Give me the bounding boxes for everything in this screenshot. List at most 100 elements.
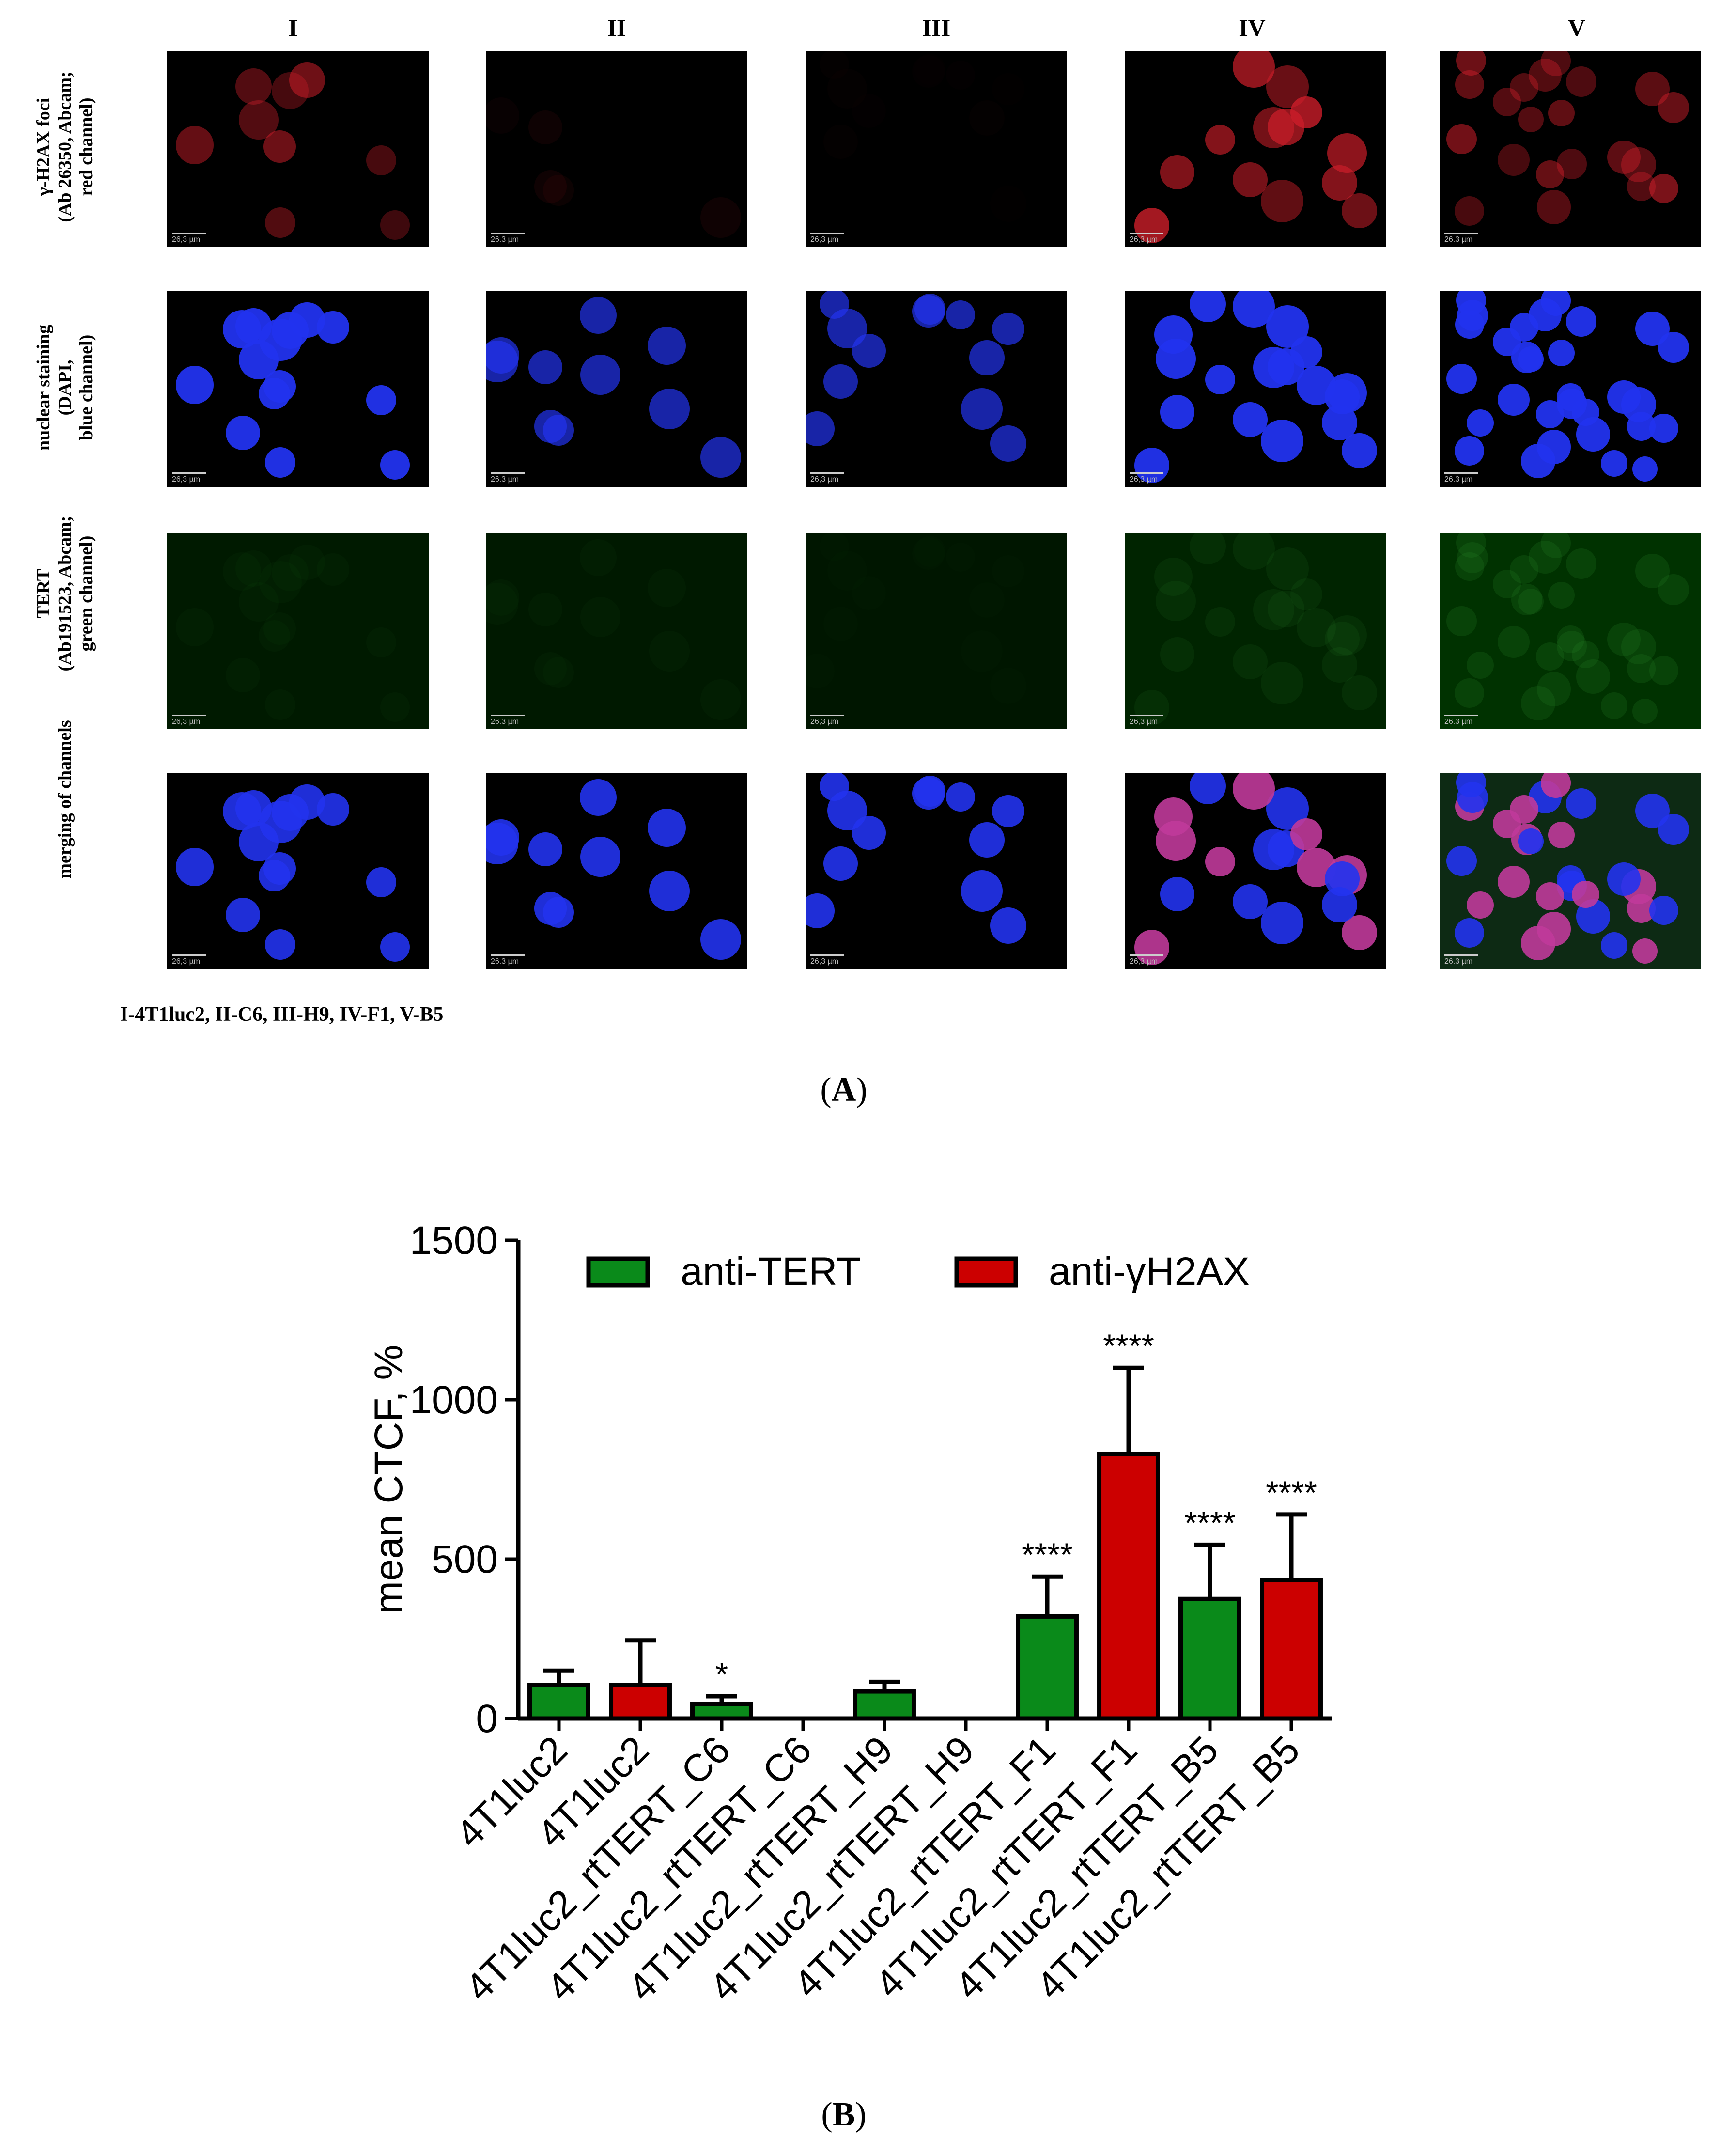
nucleus (1600, 692, 1627, 719)
nucleus (1518, 828, 1544, 854)
nucleus (542, 897, 574, 928)
nucleus (580, 597, 621, 638)
nucleus (1205, 607, 1235, 637)
bar (1260, 1578, 1323, 1721)
nucleus (945, 782, 975, 812)
nucleus (1649, 656, 1678, 685)
scale-bar-label: 26.3 µm (1444, 472, 1479, 484)
nucleus (225, 897, 261, 933)
nucleus (1205, 846, 1235, 877)
nucleus (648, 808, 686, 847)
nucleus (1497, 865, 1530, 898)
nucleus (258, 859, 290, 892)
nucleus (1297, 608, 1336, 648)
nucleus (649, 389, 690, 430)
nucleus (961, 630, 1003, 672)
nucleus (992, 312, 1024, 345)
y-tick-label: 0 (476, 1697, 498, 1741)
nucleus (912, 295, 945, 328)
nucleus (1233, 402, 1268, 437)
nucleus (1156, 580, 1196, 622)
nucleus (1233, 644, 1268, 679)
y-axis-label: mean CTCF, % (367, 1345, 411, 1614)
nucleus (1160, 394, 1194, 429)
nucleus (235, 308, 272, 345)
nucleus (223, 552, 262, 591)
nucleus (258, 620, 290, 652)
nucleus (1556, 149, 1587, 179)
nucleus (1261, 420, 1303, 463)
nucleus (1233, 291, 1275, 328)
nucleus (1509, 73, 1538, 102)
scale-bar-label: 26.3 µm (491, 715, 525, 726)
nucleus (486, 822, 518, 865)
legend-label: anti-γH2AX (1049, 1250, 1250, 1294)
nucleus (259, 561, 302, 604)
nucleus (528, 832, 563, 866)
nucleus (1233, 162, 1268, 197)
nucleus (990, 907, 1027, 944)
nucleus (1548, 821, 1575, 848)
nucleus (1454, 918, 1484, 948)
nucleus (175, 608, 214, 646)
nucleus (1261, 180, 1303, 223)
nucleus (1290, 578, 1323, 611)
scale-bar-label: 26,3 µm (1130, 715, 1164, 726)
nucleus (258, 377, 290, 410)
micrograph-dapi-2: 26.3 µm (486, 291, 747, 487)
nucleus (1160, 155, 1194, 189)
nucleus (806, 411, 835, 446)
nucleus (272, 554, 309, 591)
nucleus (1635, 71, 1670, 107)
micrograph-dapi-5: 26.3 µm (1440, 291, 1701, 487)
nucleus (1518, 346, 1544, 372)
nucleus (1658, 574, 1689, 605)
nucleus (1576, 659, 1611, 694)
bar (853, 1689, 916, 1721)
nucleus (1253, 828, 1295, 871)
nucleus (1467, 652, 1494, 679)
significance-marker: **** (1022, 1536, 1073, 1573)
nucleus (1492, 809, 1521, 838)
scale-bar-label: 26.3 µm (1444, 233, 1479, 244)
nucleus (1456, 533, 1486, 558)
nucleus (827, 790, 867, 830)
nucleus (1649, 896, 1678, 925)
nucleus (1536, 190, 1571, 224)
nucleus (225, 415, 261, 451)
scale-bar-label: 26,3 µm (810, 233, 845, 244)
bar (527, 1683, 590, 1721)
micrograph-tert-3: 26,3 µm (806, 533, 1067, 729)
nucleus (1156, 820, 1196, 861)
nucleus (317, 793, 349, 826)
bar (1016, 1614, 1079, 1721)
nucleus (1233, 533, 1275, 570)
nucleus (1290, 96, 1323, 129)
nucleus (1290, 336, 1323, 369)
column-header-ii: II (607, 14, 626, 41)
nucleus (534, 170, 567, 203)
nucleus (990, 186, 1026, 222)
nucleus (912, 55, 945, 88)
row-label-tert: TERT (Ab191523, Abcam; green channel) (33, 516, 96, 672)
nucleus (1253, 589, 1295, 631)
scale-bar-label: 26.3 µm (491, 472, 525, 484)
nucleus (1607, 862, 1641, 896)
y-tick-label: 500 (432, 1537, 498, 1581)
nucleus (580, 837, 621, 877)
nucleus (1454, 196, 1484, 226)
nucleus (1635, 793, 1670, 828)
significance-marker: **** (1103, 1328, 1154, 1364)
nucleus (1621, 147, 1656, 182)
nucleus (700, 679, 741, 720)
nucleus (1649, 414, 1678, 443)
nucleus (1290, 818, 1323, 851)
bar (1097, 1452, 1160, 1721)
nucleus (969, 340, 1005, 375)
nucleus (1457, 299, 1488, 331)
scale-bar-label: 26,3 µm (172, 233, 206, 244)
nucleus (289, 544, 325, 580)
nucleus (1446, 606, 1477, 637)
nucleus (238, 100, 279, 140)
nucleus (1528, 541, 1562, 574)
